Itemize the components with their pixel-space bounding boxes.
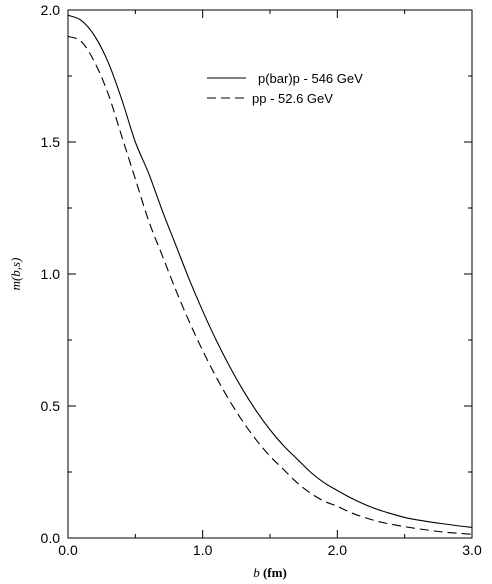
axis-titles: b (fm) m(b,s) [8, 258, 287, 580]
tick-labels: 0.0 1.0 2.0 3.0 0.0 0.5 1.0 1.5 2.0 [41, 2, 482, 558]
plot-area [67, 9, 473, 539]
x-axis-unit: (fm) [263, 565, 287, 580]
series-line-2 [67, 35, 473, 535]
plot-frame [67, 9, 473, 539]
y-tick-label: 1.5 [41, 134, 61, 150]
x-tick-label: 1.0 [193, 542, 213, 558]
legend-label-1: p(bar)p - 546 GeV [258, 71, 363, 86]
series-group [67, 14, 473, 535]
series-line-1 [67, 14, 473, 528]
legend: p(bar)p - 546 GeV pp - 52.6 GeV [207, 71, 363, 106]
y-tick-label: 0.5 [41, 398, 61, 414]
y-axis-title: m(b,s) [8, 258, 23, 291]
axis-ticks [67, 9, 473, 539]
x-tick-label: 2.0 [328, 542, 348, 558]
x-axis-variable: b [253, 565, 263, 580]
legend-label-2: pp - 52.6 GeV [252, 91, 333, 106]
y-tick-label: 0.0 [41, 530, 61, 546]
x-axis-title: b (fm) [253, 565, 287, 580]
x-tick-label: 3.0 [462, 542, 482, 558]
y-tick-label: 1.0 [41, 266, 61, 282]
y-tick-label: 2.0 [41, 2, 61, 18]
x-tick-label: 0.0 [58, 542, 78, 558]
